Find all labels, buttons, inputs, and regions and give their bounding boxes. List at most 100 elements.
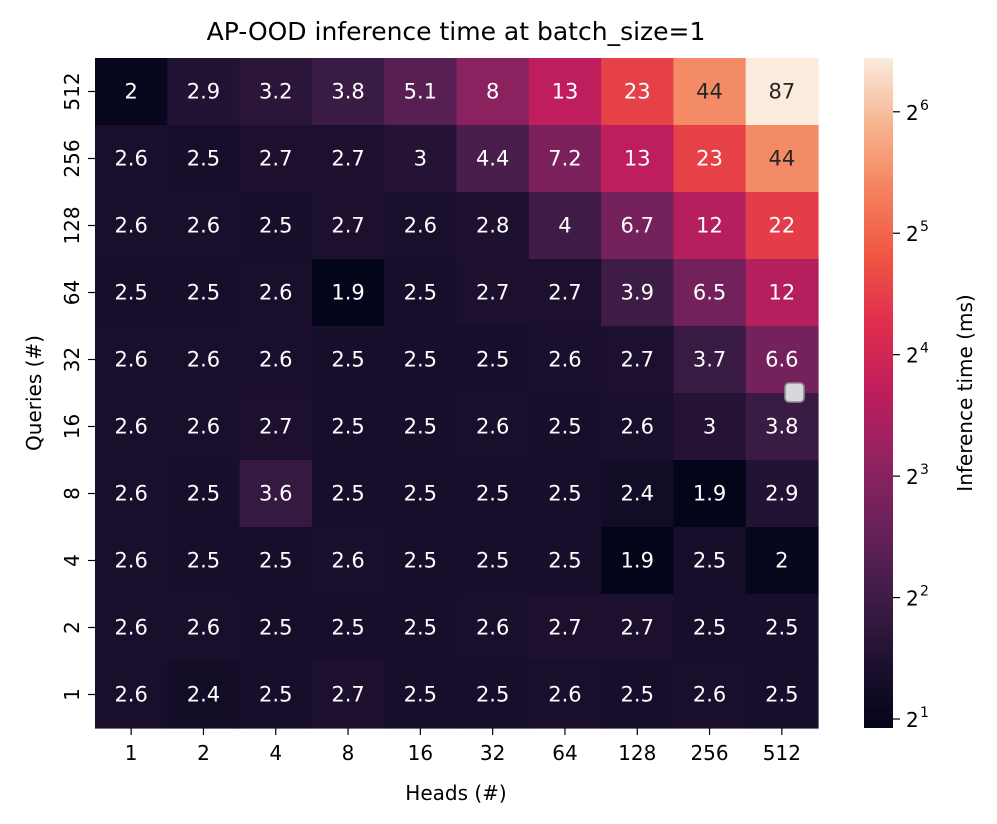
x-tick-label: 4: [269, 741, 282, 765]
heatmap-cell: [601, 192, 674, 260]
colorbar-tick-exponent: 2: [920, 584, 929, 600]
y-tick-label: 512: [60, 72, 84, 110]
cell-value-label: 2.6: [114, 214, 147, 238]
cell-value-label: 2.5: [259, 616, 292, 640]
heatmap-cell: [384, 594, 458, 662]
heatmap-cell: [167, 460, 241, 528]
colorbar-tick-base: 2: [906, 344, 919, 368]
heatmap-cell: [673, 259, 747, 327]
cell-value-label: 2.5: [548, 415, 581, 439]
cell-value-label: 2.5: [404, 348, 437, 372]
colorbar-tick-base: 2: [906, 587, 919, 611]
heatmap-cell: [384, 259, 458, 327]
heatmap-cell: [311, 393, 385, 461]
cell-value-label: 2.7: [331, 683, 364, 707]
cell-value-label: 2.5: [404, 683, 437, 707]
cell-value-label: 13: [552, 80, 579, 104]
cell-value-label: 2.5: [404, 616, 437, 640]
heatmap-cell: [528, 460, 602, 528]
heatmap-cell: [456, 125, 530, 193]
cell-value-label: 2.6: [114, 549, 147, 573]
heatmap-cell: [95, 58, 168, 126]
heatmap-cell: [745, 527, 819, 595]
cell-value-label: 2.6: [187, 616, 220, 640]
heatmap-cell: [673, 58, 747, 126]
scroll-handle-icon[interactable]: [784, 382, 805, 403]
cell-value-label: 2.5: [259, 549, 292, 573]
cell-value-label: 5.1: [404, 80, 437, 104]
heatmap-cell: [311, 661, 385, 729]
heatmap-cell: [456, 58, 530, 126]
heatmap-cell: [456, 192, 530, 260]
y-axis-ticks: 512 256 128 64 32 16 8 4 2 1: [60, 72, 95, 701]
heatmap-cell: [167, 58, 241, 126]
heatmap-cell: [456, 460, 530, 528]
heatmap-cell: [528, 192, 602, 260]
cell-value-label: 2.5: [259, 683, 292, 707]
cell-value-label: 2.6: [259, 348, 292, 372]
heatmap-cell: [673, 594, 747, 662]
cell-value-label: 2.6: [548, 683, 581, 707]
cell-value-label: 2.5: [404, 281, 437, 305]
cell-value-label: 2.5: [548, 482, 581, 506]
colorbar-label: Inference time (ms): [953, 294, 977, 491]
cell-value-label: 3.9: [621, 281, 654, 305]
cell-value-label: 2.6: [114, 616, 147, 640]
heatmap-cell: [456, 594, 530, 662]
heatmap-cell: [745, 594, 819, 662]
cell-value-label: 2.6: [331, 549, 364, 573]
y-tick-label: 128: [60, 206, 84, 244]
heatmap-cell: [673, 326, 747, 394]
cell-value-label: 2: [124, 80, 137, 104]
heatmap-cell: [384, 326, 458, 394]
heatmap-cell: [601, 393, 674, 461]
y-tick-label: 16: [60, 414, 84, 439]
cell-value-label: 1.9: [621, 549, 654, 573]
heatmap-cell-labels: 2 2.9 3.2 3.8 5.1 8 13 23 44 872.6 2.5 2.7 2.7 3 4.4 7.…: [114, 80, 798, 707]
cell-value-label: 2.6: [114, 348, 147, 372]
x-tick-label: 128: [618, 741, 656, 765]
y-tick-label: 256: [60, 139, 84, 177]
cell-value-label: 2.7: [259, 415, 292, 439]
cell-value-label: 2.5: [693, 549, 726, 573]
cell-value-label: 2.6: [548, 348, 581, 372]
heatmap-cell: [239, 594, 313, 662]
cell-value-label: 87: [768, 80, 795, 104]
heatmap-cell: [239, 259, 313, 327]
heatmap-cell: [601, 58, 674, 126]
cell-value-label: 2.5: [331, 482, 364, 506]
heatmap-cell: [673, 393, 747, 461]
heatmap-cell: [95, 594, 168, 662]
x-tick-label: 1: [125, 741, 138, 765]
cell-value-label: 2.7: [548, 281, 581, 305]
x-tick-label: 32: [480, 741, 505, 765]
heatmap-cell: [456, 393, 530, 461]
heatmap-cell: [384, 125, 458, 193]
cell-value-label: 2.6: [693, 683, 726, 707]
cell-value-label: 2.6: [404, 214, 437, 238]
x-tick-label: 16: [408, 741, 433, 765]
cell-value-label: 2.5: [187, 281, 220, 305]
cell-value-label: 44: [768, 147, 795, 171]
cell-value-label: 2.5: [114, 281, 147, 305]
cell-value-label: 2.7: [621, 348, 654, 372]
cell-value-label: 23: [624, 80, 651, 104]
heatmap-cell: [95, 259, 168, 327]
cell-value-label: 3.6: [259, 482, 292, 506]
cell-value-label: 2.4: [621, 482, 654, 506]
heatmap-cell: [167, 527, 241, 595]
heatmap-cell: [311, 259, 385, 327]
cell-value-label: 2.5: [476, 549, 509, 573]
cell-value-label: 3.8: [331, 80, 364, 104]
heatmap-cell: [745, 460, 819, 528]
cell-value-label: 2.6: [114, 415, 147, 439]
heatmap-cell: [239, 460, 313, 528]
cell-value-label: 2.5: [476, 683, 509, 707]
heatmap-cell: [167, 259, 241, 327]
cell-value-label: 2.5: [765, 683, 798, 707]
cell-value-label: 2.9: [187, 80, 220, 104]
cell-value-label: 2.5: [693, 616, 726, 640]
colorbar-tick-exponent: 5: [920, 219, 929, 235]
heatmap-cell: [673, 125, 747, 193]
heatmap-cell: [673, 460, 747, 528]
